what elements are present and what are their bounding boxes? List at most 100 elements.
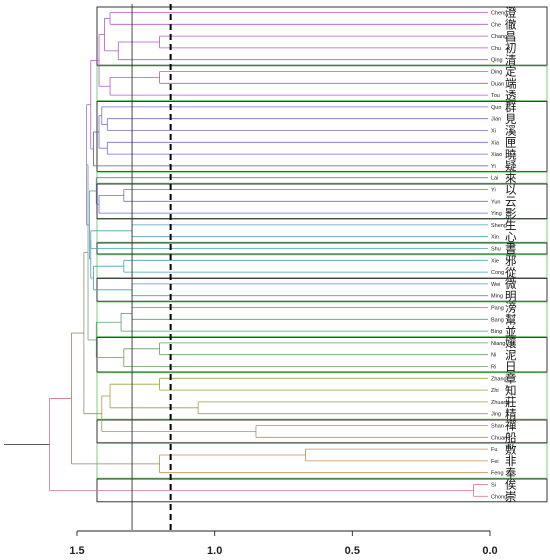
leaf-character-label: 徹 (505, 18, 517, 32)
leaf-character-label: 曉 (505, 147, 517, 161)
leaf-character-label: 邪 (505, 254, 517, 268)
cluster-box (96, 277, 548, 302)
cluster-box (96, 301, 548, 338)
leaf-pinyin-label: Tou (491, 93, 500, 99)
leaf-character-label: 俟 (505, 478, 517, 492)
leaf-pinyin-label: Zhang (491, 376, 507, 382)
leaf-pinyin-label: Si (491, 483, 496, 489)
leaf-character-label: 微 (505, 277, 517, 291)
leaf-character-label: 非 (505, 454, 517, 468)
leaf-character-label: 生 (505, 218, 517, 232)
leaf-pinyin-label: Shu (491, 247, 501, 253)
dendrogram-branches (4, 12, 488, 497)
cluster-box (96, 254, 548, 279)
leaf-character-label: 幫 (505, 313, 517, 327)
leaf-character-label: 昌 (505, 29, 517, 43)
cluster-box (96, 65, 548, 102)
leaf-pinyin-label: Fei (491, 459, 499, 465)
leaf-character-label: 澄 (505, 6, 517, 20)
cluster-box (96, 372, 548, 420)
leaf-character-label: 明 (505, 289, 517, 303)
leaf-pinyin-label: Yun (491, 199, 500, 205)
leaf-character-label: 匣 (505, 136, 517, 150)
leaf-character-label: 滂 (505, 301, 517, 315)
leaf-pinyin-label: Yi (491, 188, 496, 194)
leaf-pinyin-label: Xie (491, 258, 499, 264)
leaf-pinyin-label: Jing (491, 412, 501, 418)
leaf-character-label: 書 (505, 242, 517, 256)
cluster-box (96, 183, 548, 220)
leaf-pinyin-label: Chuan (491, 435, 507, 441)
leaf-character-label: 從 (505, 265, 517, 279)
leaf-character-label: 奉 (505, 466, 517, 480)
leaf-pinyin-label: Bing (491, 329, 502, 335)
leaf-character-label: 泥 (505, 348, 517, 362)
leaf-character-label: 精 (505, 407, 517, 421)
leaf-character-label: 知 (505, 383, 517, 397)
leaf-pinyin-label: Ni (491, 353, 496, 359)
cluster-box (96, 419, 548, 444)
leaf-pinyin-label: Zhuang (491, 400, 510, 406)
cluster-box (96, 443, 548, 479)
leaf-character-label: 孃 (505, 336, 517, 350)
leaf-pinyin-label: Chu (491, 46, 501, 52)
leaf-pinyin-label: Pang (491, 306, 504, 312)
x-axis-tick-label: 0.5 (345, 545, 360, 557)
leaf-pinyin-label: Cheng (491, 11, 507, 17)
leaf-character-label: 以 (505, 183, 517, 197)
leaf-pinyin-label: Jian (491, 117, 501, 123)
leaf-character-label: 心 (505, 230, 517, 244)
leaf-character-label: 溪 (505, 124, 517, 138)
x-axis-tick-label: 0.0 (482, 545, 497, 557)
leaf-pinyin-label: Xi (491, 129, 496, 135)
cluster-boxes (96, 6, 548, 503)
x-axis-tick-label: 1.5 (69, 545, 84, 557)
leaf-pinyin-label: Qing (491, 58, 503, 64)
leaf-pinyin-label: Ri (491, 365, 496, 371)
leaf-character-label: 見 (505, 112, 517, 126)
leaf-character-label: 疑 (505, 159, 517, 173)
leaf-pinyin-label: Ying (491, 211, 502, 217)
leaf-pinyin-label: Ding (491, 70, 502, 76)
cluster-box (96, 218, 548, 243)
x-axis-tick-label: 1.0 (207, 545, 222, 557)
leaf-character-label: 定 (505, 65, 517, 79)
leaf-character-label: 章 (505, 372, 517, 386)
leaf-character-label: 影 (505, 206, 517, 220)
leaf-character-label: 云 (505, 195, 517, 209)
leaf-pinyin-label: Fu (491, 447, 497, 453)
leaf-character-label: 端 (505, 77, 517, 91)
leaf-character-label: 敷 (505, 442, 517, 456)
leaf-pinyin-label: Xia (491, 140, 500, 146)
leaf-pinyin-label: Sheng (491, 223, 507, 229)
leaf-pinyin-label: Duan (491, 81, 504, 87)
leaf-character-label: 日 (505, 360, 517, 374)
leaf-pinyin-label: Che (491, 22, 501, 28)
leaf-character-label: 船 (505, 431, 517, 445)
leaf-pinyin-label: Yi (491, 164, 496, 170)
leaf-pinyin-label: Niang (491, 341, 505, 347)
leaf-pinyin-label: Shan (491, 424, 504, 430)
leaf-character-label: 並 (505, 324, 517, 338)
cluster-box (96, 336, 548, 373)
leaf-pinyin-label: Bang (491, 317, 504, 323)
leaf-pinyin-label: Zhi (491, 388, 499, 394)
leaf-pinyin-label: Chong (491, 494, 507, 500)
leaf-pinyin-label: Xiao (491, 152, 502, 158)
leaf-character-label: 清 (505, 53, 517, 67)
leaf-pinyin-label: Ming (491, 294, 503, 300)
cluster-box (96, 6, 548, 66)
leaf-pinyin-label: Chang (491, 34, 507, 40)
leaf-pinyin-label: Xin (491, 235, 499, 241)
leaf-character-label: 莊 (505, 395, 517, 409)
leaf-character-label: 崇 (505, 490, 517, 504)
leaf-character-label: 初 (505, 41, 517, 55)
leaf-pinyin-label: Wei (491, 282, 500, 288)
cluster-box (96, 100, 548, 172)
leaf-character-label: 群 (505, 100, 517, 114)
leaf-pinyin-label: Qun (491, 105, 501, 111)
cut-lines (131, 4, 172, 530)
leaf-character-label: 透 (505, 88, 517, 102)
